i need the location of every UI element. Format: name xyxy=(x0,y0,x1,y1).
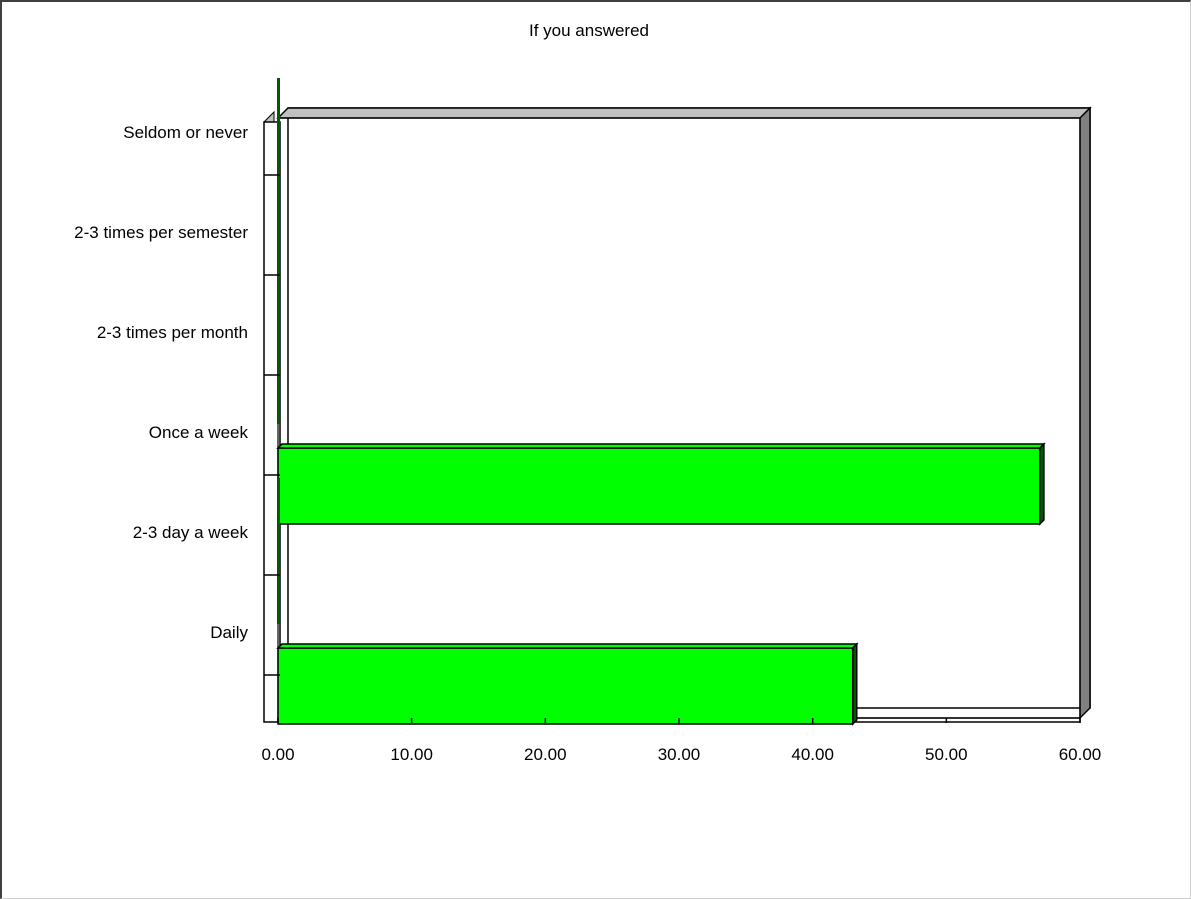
y-tick-label: Once a week xyxy=(149,423,249,442)
x-tick-label: 60.00 xyxy=(1059,745,1102,764)
bar-front xyxy=(277,447,1041,525)
y-tick-label: 2-3 times per semester xyxy=(74,223,248,242)
x-tick-label: 10.00 xyxy=(390,745,433,764)
x-tick-label: 50.00 xyxy=(925,745,968,764)
bar-zero xyxy=(277,478,280,624)
bar-front xyxy=(277,647,854,725)
bars-group xyxy=(276,78,1046,726)
back-wall xyxy=(287,107,1091,709)
x-axis: 0.00 10.00 20.00 30.00 40.00 50.00 60.00 xyxy=(261,718,1101,764)
bar-zero xyxy=(277,278,280,424)
plot-walls xyxy=(263,106,1092,723)
bar xyxy=(276,642,859,726)
bar xyxy=(277,178,280,324)
y-tick-label: 2-3 day a week xyxy=(133,523,249,542)
bar-zero xyxy=(277,78,280,224)
bar xyxy=(277,78,280,224)
bar-side xyxy=(852,642,858,726)
y-axis: Seldom or never 2-3 times per semester 2-3… xyxy=(74,123,280,676)
bar-zero xyxy=(277,178,280,324)
y-tick-label: Seldom or never xyxy=(123,123,248,142)
x-tick-label: 40.00 xyxy=(791,745,834,764)
y-tick-label: 2-3 times per month xyxy=(97,323,248,342)
bar xyxy=(277,478,280,624)
bar-top xyxy=(276,443,1046,449)
x-tick-label: 30.00 xyxy=(658,745,701,764)
bar xyxy=(277,278,280,424)
y-tick-label: Daily xyxy=(210,623,248,642)
x-tick-label: 20.00 xyxy=(524,745,567,764)
bar xyxy=(276,442,1046,526)
bar-side xyxy=(1039,442,1045,526)
top-wall xyxy=(276,107,1092,119)
bar-top xyxy=(276,643,859,649)
chart-title: If you answered xyxy=(529,21,649,40)
x-tick-label: 0.00 xyxy=(261,745,294,764)
right-wall xyxy=(1079,106,1091,720)
